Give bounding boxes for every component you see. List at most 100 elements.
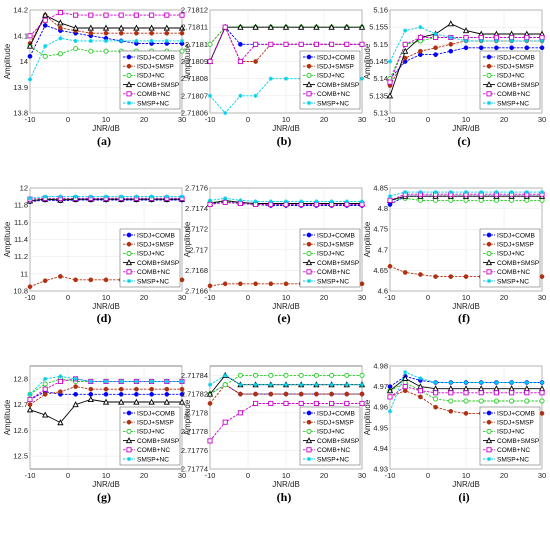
y-tick-label: 4.85 xyxy=(373,184,388,193)
data-point xyxy=(268,372,274,378)
data-point xyxy=(359,199,365,204)
data-point xyxy=(494,45,499,51)
x-tick-label: 20 xyxy=(320,471,328,480)
legend: ISDJ+COMB ISDJ+SMSP ISDJ+NC COMB+SMSP COMB+N… xyxy=(479,50,541,110)
data-point xyxy=(134,38,139,43)
legend-label: COMB+NC xyxy=(137,91,170,98)
legend: ISDJ+COMB ISDJ+SMSP ISDJ+NC COMB+SMSP COMB+N… xyxy=(299,50,361,110)
legend-item: ISDJ+NC xyxy=(303,251,345,258)
data-point xyxy=(283,391,289,397)
legend-label: ISDJ+COMB xyxy=(497,410,536,417)
x-tick-label: 20 xyxy=(320,293,328,302)
legend-label: COMB+SMSP xyxy=(317,438,360,445)
legend-item: ISDJ+NC xyxy=(123,73,165,80)
data-point xyxy=(313,400,319,407)
legend-label: ISDJ+COMB xyxy=(497,54,536,61)
y-tick-label: 13.8 xyxy=(13,109,28,118)
data-point xyxy=(314,199,319,204)
data-point xyxy=(207,58,213,65)
data-point xyxy=(463,38,469,43)
data-point xyxy=(149,391,154,397)
x-tick-label: 30 xyxy=(358,115,366,124)
data-point xyxy=(359,391,365,397)
series-comb-nc xyxy=(27,10,185,39)
data-point xyxy=(164,12,170,18)
data-point xyxy=(417,197,423,203)
x-tick-label: 10 xyxy=(282,293,290,302)
legend-item: SMSP+NC xyxy=(483,456,529,463)
legend-item: ISDJ+COMB xyxy=(483,54,536,61)
legend-label: SMSP+NC xyxy=(137,100,169,107)
y-tick-label: 2.717 xyxy=(189,245,208,254)
x-axis-label: JNR/dB xyxy=(452,480,480,489)
data-point xyxy=(238,391,243,397)
data-point xyxy=(164,38,169,43)
y-tick-label: 5.16 xyxy=(373,6,388,15)
data-point xyxy=(27,284,33,290)
x-tick-label: 10 xyxy=(462,293,470,302)
data-point xyxy=(58,36,63,41)
data-point xyxy=(433,404,438,410)
x-tick-label: 30 xyxy=(538,293,546,302)
y-tick-label: 2.71806 xyxy=(181,109,208,118)
panel-caption: (c) xyxy=(457,134,470,148)
data-point xyxy=(387,79,393,85)
data-point xyxy=(418,376,423,381)
legend-label: ISDJ+COMB xyxy=(317,54,356,61)
y-tick-label: 2.7176 xyxy=(185,184,208,193)
legend-item: COMB+SMSP xyxy=(123,259,180,267)
data-point xyxy=(283,41,289,47)
data-point xyxy=(164,391,170,397)
series-line xyxy=(389,191,542,197)
data-point xyxy=(103,277,109,283)
y-tick-label: 2.71808 xyxy=(181,74,208,83)
data-point xyxy=(253,400,259,407)
panel-caption: (a) xyxy=(97,134,111,148)
data-point xyxy=(88,194,93,199)
y-tick-label: 5.155 xyxy=(369,23,388,32)
data-point xyxy=(282,23,290,30)
x-tick-label: 20 xyxy=(500,115,508,124)
legend-label: ISDJ+SMSP xyxy=(137,420,174,427)
data-point xyxy=(524,390,530,396)
data-point xyxy=(253,93,258,98)
series-line xyxy=(389,193,542,201)
data-point xyxy=(179,277,185,283)
legend-item: ISDJ+SMSP xyxy=(123,242,174,249)
data-point xyxy=(418,25,423,30)
x-axis-label: JNR/dB xyxy=(272,124,300,133)
legend-item: ISDJ+COMB xyxy=(483,410,536,417)
data-point xyxy=(179,379,185,384)
data-point xyxy=(149,379,154,384)
data-point xyxy=(402,270,408,275)
data-point xyxy=(298,372,304,378)
legend-label: ISDJ+SMSP xyxy=(317,420,354,427)
series-line xyxy=(209,384,362,395)
legend: ISDJ+COMB ISDJ+SMSP ISDJ+NC COMB+SMSP COMB+N… xyxy=(119,228,181,288)
y-tick-label: 4.98 xyxy=(373,362,388,371)
data-point xyxy=(447,20,454,27)
data-point xyxy=(283,400,289,407)
legend-item: COMB+NC xyxy=(303,447,350,454)
data-point xyxy=(418,190,423,195)
data-point xyxy=(149,38,154,43)
data-point xyxy=(237,372,243,378)
data-point xyxy=(134,386,139,392)
data-point xyxy=(222,24,228,30)
legend-item: ISDJ+SMSP xyxy=(483,64,534,71)
legend-item: ISDJ+COMB xyxy=(123,232,176,239)
chart-panel-8: 2.71774 2.71776 2.71778 2.7178 2.71782 2.7178… xyxy=(181,365,366,504)
data-point xyxy=(448,190,453,195)
legend-label: ISDJ+NC xyxy=(317,429,345,436)
data-point xyxy=(222,199,228,205)
data-point xyxy=(524,38,529,43)
series-line xyxy=(29,386,182,405)
data-point xyxy=(134,194,139,199)
y-tick-label: 11.6 xyxy=(14,218,28,227)
x-tick-label: 0 xyxy=(66,293,70,302)
legend-item: ISDJ+SMSP xyxy=(483,242,534,249)
data-point xyxy=(179,12,185,18)
data-point xyxy=(149,30,154,36)
data-point xyxy=(164,379,169,384)
legend-item: COMB+NC xyxy=(123,447,170,454)
